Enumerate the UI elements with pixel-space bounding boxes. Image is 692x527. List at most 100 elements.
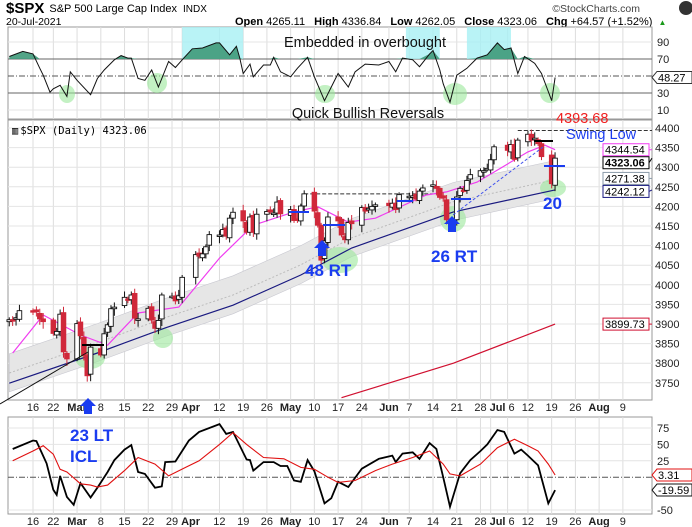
rt26-annotation: 26 RT [431, 247, 478, 266]
candle [37, 312, 43, 320]
rsi-tick-label: 90 [657, 37, 669, 49]
price-value-tag: 4242.12 [605, 186, 645, 198]
candle [440, 195, 446, 199]
price-value-tag-box [602, 156, 650, 170]
x-tick-label: 8 [98, 516, 104, 527]
candle [50, 319, 57, 334]
osc-tick-label: 75 [657, 423, 669, 435]
osc-tick-label: 25 [657, 456, 669, 468]
chart-header: $SPX S&P 500 Large Cap Index INDX ©Stock… [6, 0, 692, 28]
reversals-annotation: Quick Bullish Reversals [292, 106, 444, 122]
x-tick-label: 28 [474, 516, 486, 527]
candle [87, 346, 94, 375]
x-tick-label: Jun [379, 516, 399, 527]
candle [53, 330, 60, 336]
y-tick-label: 4250 [655, 182, 679, 194]
x-tick-label: 19 [237, 516, 249, 527]
rsi-overbought-fill [9, 42, 556, 59]
lt23-annotation: 23 LT [70, 426, 114, 445]
x-tick-label: Aug [588, 516, 609, 527]
security-name: S&P 500 Large Cap Index [49, 3, 177, 15]
price-value-tag-box [602, 317, 650, 331]
candle [433, 185, 440, 189]
rsi-tick-label: 30 [657, 88, 669, 100]
candle [111, 306, 118, 310]
y-tick-label: 3950 [655, 299, 679, 311]
price-value-tag: 4271.38 [605, 173, 645, 185]
dashed-trendline [452, 146, 544, 216]
x-tick-label: 26 [569, 516, 581, 527]
candle [552, 157, 558, 186]
x-tick-label: 15 [118, 402, 130, 414]
candle [40, 318, 46, 323]
candle [359, 207, 365, 226]
candle [477, 170, 484, 177]
candle [315, 212, 321, 226]
candle [203, 246, 209, 255]
y-tick-label: 4400 [655, 123, 679, 135]
x-tick-label: 16 [27, 516, 39, 527]
x-tick-label: 19 [237, 402, 249, 414]
x-tick-label: 14 [427, 402, 439, 414]
x-tick-label: May [280, 516, 302, 527]
overbought-annotation: Embedded in overbought [284, 35, 446, 51]
y-tick-label: 3900 [655, 319, 679, 331]
candle [16, 310, 23, 320]
rsi-line [9, 42, 556, 104]
y-tick-label: 3800 [655, 358, 679, 370]
up-arrow-icon [444, 216, 460, 232]
candle [487, 159, 494, 171]
oscillator-panel [7, 416, 653, 515]
x-tick-label: 10 [308, 516, 320, 527]
candle [226, 217, 233, 239]
x-tick-label: 14 [427, 516, 439, 527]
candle [464, 180, 470, 191]
rsi-value-tag-box [651, 70, 692, 84]
x-tick-label: Apr [181, 516, 201, 527]
price-value-tag: 4323.06 [605, 158, 645, 170]
x-tick-label: 17 [332, 516, 344, 527]
trendline [0, 351, 89, 405]
price-envelope [9, 160, 556, 393]
candle [199, 253, 206, 259]
price-value-tag-box [602, 143, 650, 157]
candle [531, 137, 538, 141]
candle [372, 204, 379, 207]
ohlc-readout: Open 4265.11 High 4336.84 Low 4262.05 Close… [235, 16, 666, 28]
x-tick-label: 21 [451, 516, 463, 527]
up-arrow-icon [80, 398, 96, 414]
series-layer [9, 42, 652, 511]
candle [277, 200, 284, 215]
envelope-band [9, 160, 556, 393]
candle [64, 352, 70, 360]
y-tick-label: 4200 [655, 201, 679, 213]
candle [311, 191, 318, 212]
candle [515, 139, 521, 159]
x-tick-label: 29 [166, 402, 178, 414]
candle [121, 296, 128, 307]
high-value-annotation: 4393.68 [556, 111, 608, 127]
candle [108, 308, 114, 327]
x-tick-label: 22 [47, 516, 59, 527]
x-tick-label: 15 [118, 516, 130, 527]
candle [528, 133, 535, 141]
signal-value-tag-box [651, 468, 692, 482]
candle [457, 187, 463, 196]
x-tick-label: 8 [98, 402, 104, 414]
candle [325, 216, 331, 243]
x-tick-label: 22 [142, 516, 154, 527]
candle [131, 292, 138, 319]
ma200-line [341, 323, 556, 399]
x-tick-label: Aug [588, 402, 609, 414]
candle [443, 199, 450, 221]
candle [338, 218, 345, 236]
x-tick-label: 26 [261, 516, 273, 527]
candle [369, 205, 375, 211]
candle [192, 254, 199, 278]
candle [345, 222, 352, 241]
candle [291, 209, 297, 221]
candle [416, 190, 423, 201]
up-arrow-icon [314, 240, 330, 256]
x-tick-label: 9 [620, 402, 626, 414]
osc-value-tag: -19.59 [658, 485, 689, 497]
